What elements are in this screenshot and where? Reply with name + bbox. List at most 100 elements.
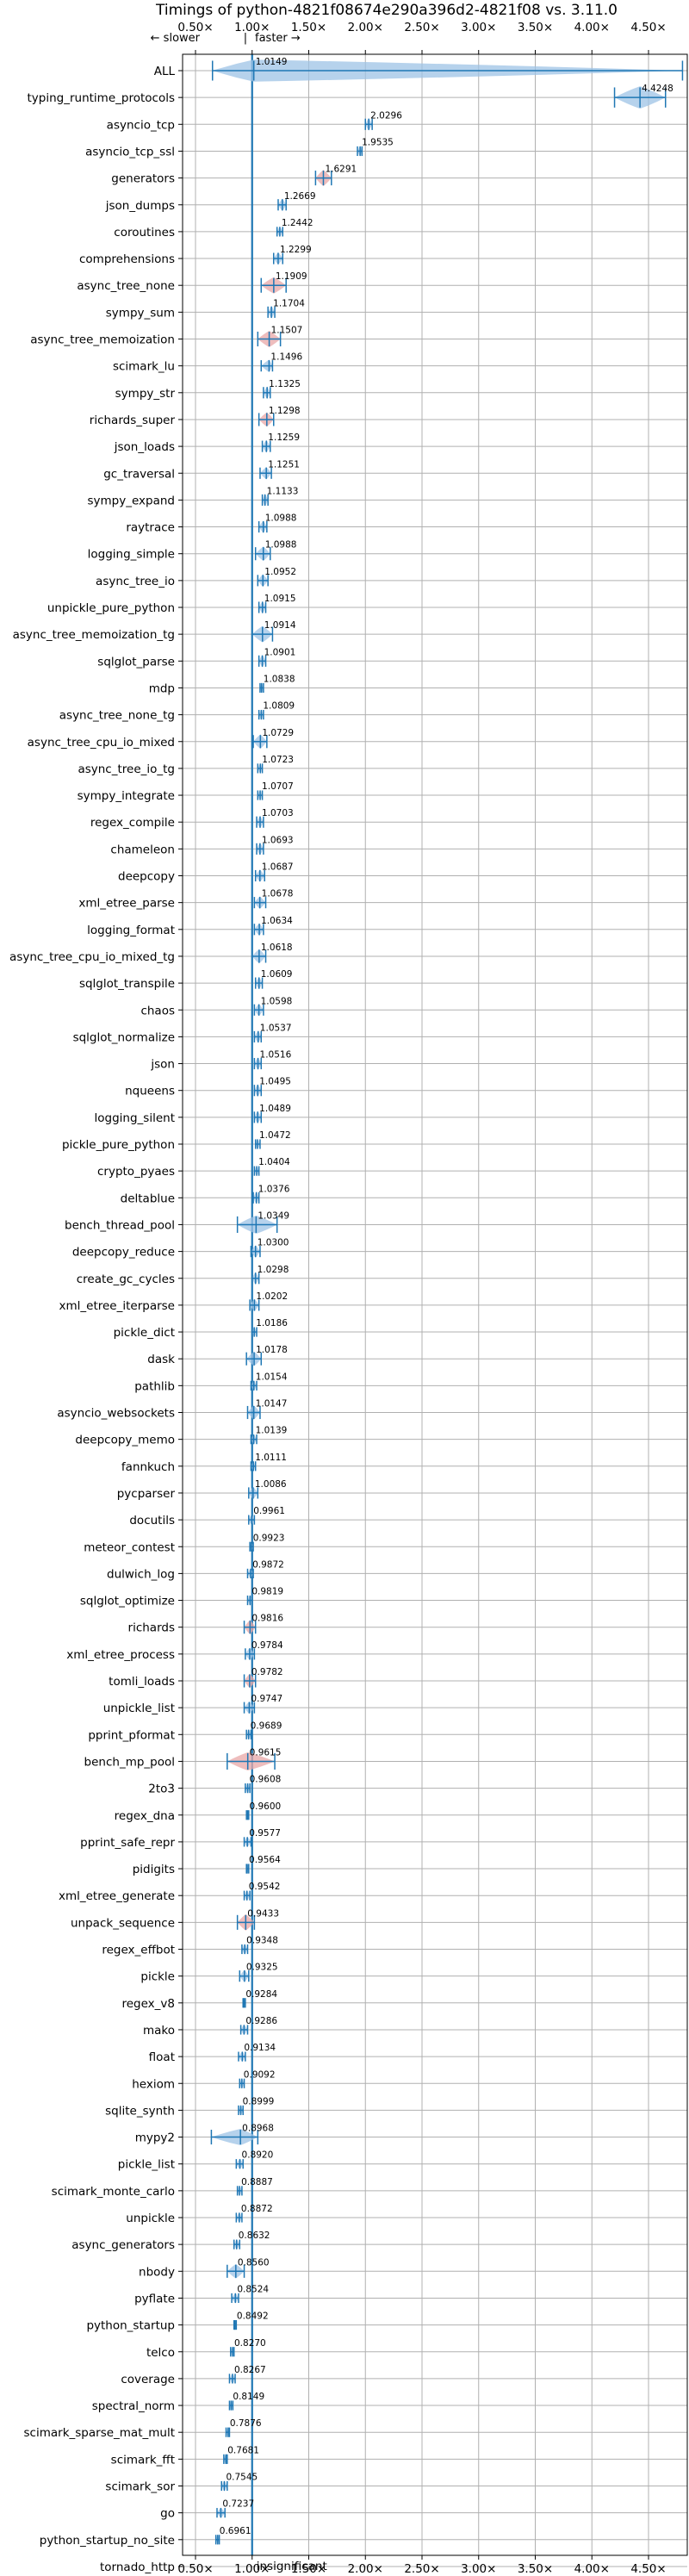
benchmark-label: bench_mp_pool — [84, 1755, 175, 1769]
mean-value-label: 1.0516 — [260, 1050, 292, 1061]
mean-value-label: 1.0634 — [261, 916, 293, 926]
mean-value-label: 1.0729 — [262, 728, 294, 738]
mean-value-label: 0.8560 — [238, 2257, 270, 2268]
x-tick-label: 2.00× — [348, 2562, 383, 2576]
mean-value-label: 0.9286 — [245, 2016, 277, 2026]
mean-value-label: 1.0609 — [261, 969, 293, 980]
benchmark-label: scimark_fft — [111, 2453, 175, 2467]
benchmark-label: sqlglot_parse — [97, 655, 175, 669]
benchmark-label: hexiom — [132, 2077, 175, 2091]
benchmark-label: json_dumps — [105, 199, 175, 213]
mean-value-label: 0.9542 — [249, 1882, 281, 1892]
x-tick-label: 3.00× — [461, 2562, 496, 2576]
mean-value-label: 4.4248 — [642, 84, 673, 94]
mean-value-label: 0.8632 — [239, 2231, 270, 2241]
mean-value-label: 0.6961 — [220, 2526, 251, 2536]
chart-title: Timings of python-4821f08674e290a396d2-4… — [155, 2, 618, 19]
benchmark-label: logging_format — [87, 924, 175, 937]
x-tick-label-top: 0.50× — [177, 21, 213, 34]
mean-value-label: 1.0723 — [262, 755, 294, 765]
benchmark-label: generators — [111, 172, 175, 186]
benchmark-label: scimark_monte_carlo — [52, 2185, 175, 2199]
benchmark-label: regex_compile — [90, 816, 175, 830]
benchmark-label: asyncio_tcp_ssl — [85, 145, 175, 159]
mean-value-label: 1.0086 — [255, 1479, 287, 1490]
benchmark-label: dulwich_log — [107, 1567, 175, 1581]
mean-value-label: 1.1704 — [273, 298, 305, 308]
x-tick-label: 0.50× — [177, 2562, 213, 2576]
mean-value-label: 1.9535 — [362, 137, 394, 147]
mean-value-label: 1.0693 — [262, 835, 294, 845]
benchmark-label: logging_simple — [88, 548, 175, 562]
mean-value-label: 0.8524 — [237, 2284, 269, 2294]
benchmark-label: sqlglot_transpile — [79, 977, 175, 991]
mean-value-label: 0.7237 — [222, 2499, 254, 2510]
mean-value-label: 1.0687 — [262, 862, 294, 873]
mean-value-label: 0.9782 — [251, 1667, 283, 1677]
benchmark-label: fannkuch — [121, 1460, 175, 1474]
mean-value-label: 0.7681 — [227, 2445, 259, 2455]
mean-value-label: 2.0296 — [370, 110, 402, 121]
x-tick-label: 1.00× — [234, 2562, 270, 2576]
benchmark-label: xml_etree_process — [66, 1648, 175, 1662]
x-tick-label-top: 2.50× — [404, 21, 439, 34]
mean-value-label: 1.0838 — [264, 674, 295, 684]
benchmark-label: xml_etree_parse — [78, 897, 175, 911]
mean-value-label: 0.9747 — [251, 1694, 282, 1704]
benchmark-label: dask — [147, 1353, 175, 1366]
benchmark-label: sqlglot_optimize — [80, 1595, 175, 1608]
benchmark-label: pidigits — [133, 1863, 175, 1876]
mean-value-label: 1.0703 — [262, 808, 294, 818]
benchmark-label: nbody — [139, 2265, 175, 2279]
mean-value-label: 1.0139 — [256, 1426, 288, 1436]
benchmark-label: comprehensions — [79, 252, 175, 266]
benchmark-label: raytrace — [126, 521, 175, 535]
mean-value-label: 0.9923 — [253, 1533, 285, 1543]
mean-value-label: 0.9872 — [252, 1559, 284, 1570]
benchmark-label: ALL — [154, 65, 176, 78]
mean-value-label: 0.9134 — [244, 2043, 276, 2053]
x-tick-label-top: 1.00× — [234, 21, 270, 34]
mean-value-label: 1.0178 — [256, 1345, 288, 1355]
benchmark-label: float — [149, 2050, 175, 2064]
x-tick-labels: 0.50× 0.50× 1.00× 1.00× 1.50× 1.50× 2.00× 2.00×… — [177, 21, 666, 2576]
benchmark-label: unpickle_pure_python — [47, 601, 175, 615]
benchmark-label: regex_effbot — [102, 1944, 175, 1957]
benchmark-label: richards_super — [90, 414, 176, 427]
mean-value-label: 1.0376 — [258, 1184, 290, 1194]
benchmark-label: 2to3 — [148, 1783, 175, 1796]
insignificant-label: insignificant — [257, 2560, 327, 2573]
mean-value-label: 0.9689 — [251, 1720, 282, 1731]
benchmark-label: deepcopy — [118, 870, 175, 884]
mean-value-label: 1.2442 — [282, 218, 313, 228]
benchmark-label: typing_runtime_protocols — [28, 91, 176, 105]
mean-value-label: 0.8872 — [241, 2204, 273, 2214]
benchmark-label: sympy_integrate — [78, 789, 175, 803]
benchmark-label: coroutines — [114, 226, 175, 240]
mean-value-label: 1.0404 — [258, 1157, 290, 1167]
mean-value-label: 1.0489 — [259, 1104, 291, 1114]
mean-value-label: 1.0901 — [264, 647, 296, 657]
mean-value-label: 0.8887 — [241, 2177, 273, 2187]
mean-value-label: 0.9600 — [249, 1801, 281, 1812]
benchmark-label: pickle — [140, 1970, 175, 1984]
benchmark-label: pprint_pformat — [88, 1728, 175, 1742]
benchmark-label: sympy_str — [115, 387, 176, 401]
benchmark-label: pycparser — [117, 1487, 176, 1501]
benchmark-label: telco — [146, 2346, 175, 2360]
mean-value-label: 1.0111 — [255, 1453, 287, 1463]
benchmark-label: sympy_expand — [87, 494, 175, 507]
benchmark-label: async_tree_memoization — [30, 333, 175, 347]
mean-value-label: 0.9092 — [244, 2069, 276, 2080]
benchmark-label: unpickle — [126, 2212, 175, 2225]
mean-value-label: 1.0537 — [260, 1023, 292, 1033]
benchmark-label: unpack_sequence — [71, 1916, 175, 1930]
x-tick-label-top: 2.00× — [348, 21, 383, 34]
x-tick-label-top: 3.50× — [518, 21, 553, 34]
x-tick-label: 4.00× — [574, 2562, 610, 2576]
mean-value-label: 1.0147 — [256, 1399, 288, 1409]
benchmark-label: pickle_dict — [114, 1326, 175, 1340]
x-tick-label: 3.50× — [518, 2562, 553, 2576]
mean-value-label: 0.9784 — [251, 1640, 283, 1651]
